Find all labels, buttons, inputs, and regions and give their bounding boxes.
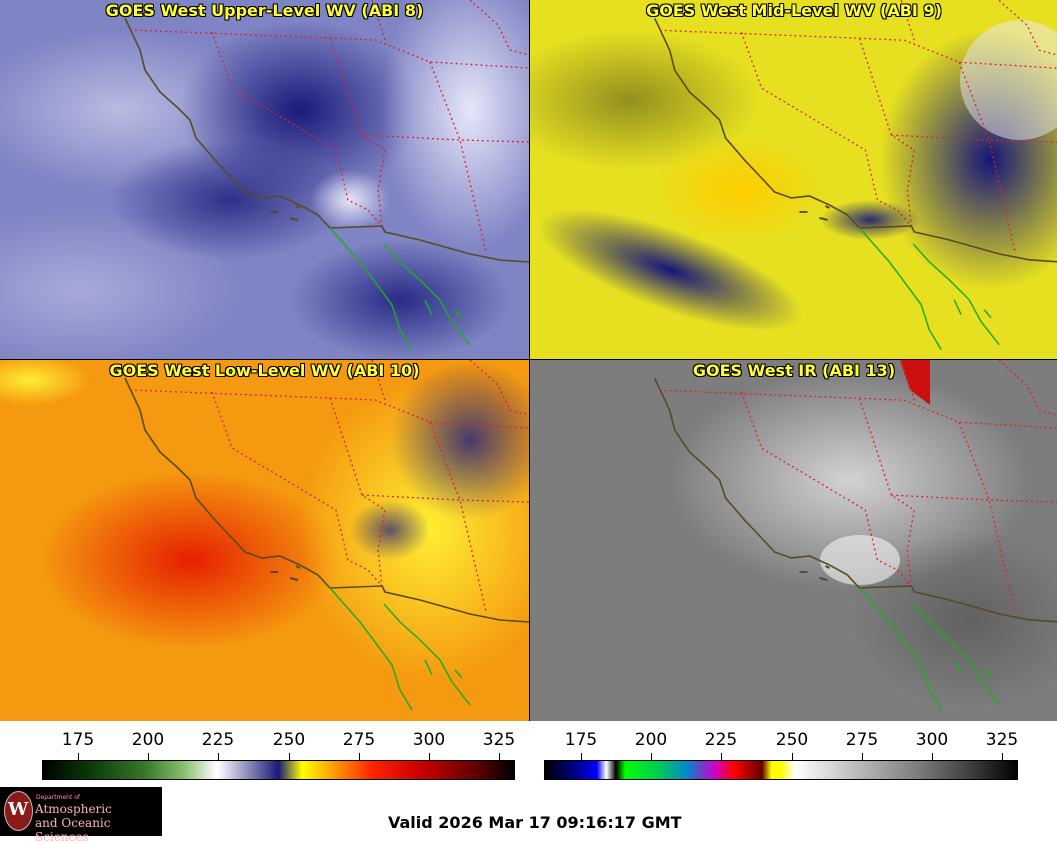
wv-colorbar xyxy=(42,760,515,780)
upper-level-wv-image xyxy=(0,0,529,359)
ir-tick-mark xyxy=(651,753,652,760)
wv-tick-mark xyxy=(359,753,360,760)
wv-tick-mark xyxy=(148,753,149,760)
ir-image xyxy=(530,360,1057,721)
wv-tick-label: 200 xyxy=(131,730,165,750)
wv-tick-mark xyxy=(218,753,219,760)
mid-level-wv-image xyxy=(530,0,1057,359)
ir-tick-mark xyxy=(1002,753,1003,760)
logo-line2: and Oceanic Sciences xyxy=(35,816,111,844)
logo-line1: Atmospheric xyxy=(35,802,112,816)
ir-tick-mark xyxy=(862,753,863,760)
ir-tick-label: 200 xyxy=(634,730,668,750)
low-level-wv-image xyxy=(0,360,529,721)
wv-tick-label: 275 xyxy=(342,730,376,750)
wv-tick-label: 175 xyxy=(61,730,95,750)
panel-mid-level-wv: GOES West Mid-Level WV (ABI 9) xyxy=(529,0,1057,359)
panel-title: GOES West Low-Level WV (ABI 10) xyxy=(109,361,420,380)
aos-logo: W Department of Atmospheric and Oceanic … xyxy=(0,787,162,844)
ir-tick-label: 275 xyxy=(845,730,879,750)
panel-title: GOES West IR (ABI 13) xyxy=(692,361,896,380)
wv-tick-mark xyxy=(499,753,500,760)
ir-tick-label: 300 xyxy=(915,730,949,750)
ir-tick-mark xyxy=(581,753,582,760)
ir-tick-label: 325 xyxy=(985,730,1019,750)
wv-tick-label: 300 xyxy=(412,730,446,750)
panel-upper-level-wv: GOES West Upper-Level WV (ABI 8) xyxy=(0,0,529,359)
uw-crest-icon xyxy=(4,791,33,831)
ir-tick-mark xyxy=(721,753,722,760)
logo-dept: Department of xyxy=(36,794,80,801)
panel-low-level-wv: GOES West Low-Level WV (ABI 10) xyxy=(0,359,529,721)
ir-tick-label: 175 xyxy=(564,730,598,750)
wv-tick-mark xyxy=(289,753,290,760)
valid-time: Valid 2026 Mar 17 09:16:17 GMT xyxy=(388,813,682,832)
ir-tick-label: 225 xyxy=(704,730,738,750)
wv-tick-mark xyxy=(78,753,79,760)
ir-tick-mark xyxy=(792,753,793,760)
panel-title: GOES West Upper-Level WV (ABI 8) xyxy=(105,1,424,20)
ir-tick-mark xyxy=(932,753,933,760)
ir-tick-label: 250 xyxy=(775,730,809,750)
wv-tick-label: 250 xyxy=(272,730,306,750)
wv-tick-label: 225 xyxy=(201,730,235,750)
wv-tick-mark xyxy=(429,753,430,760)
wv-tick-label: 325 xyxy=(482,730,516,750)
panel-title: GOES West Mid-Level WV (ABI 9) xyxy=(646,1,942,20)
ir-colorbar xyxy=(544,760,1018,780)
panel-ir: GOES West IR (ABI 13) xyxy=(529,359,1057,721)
